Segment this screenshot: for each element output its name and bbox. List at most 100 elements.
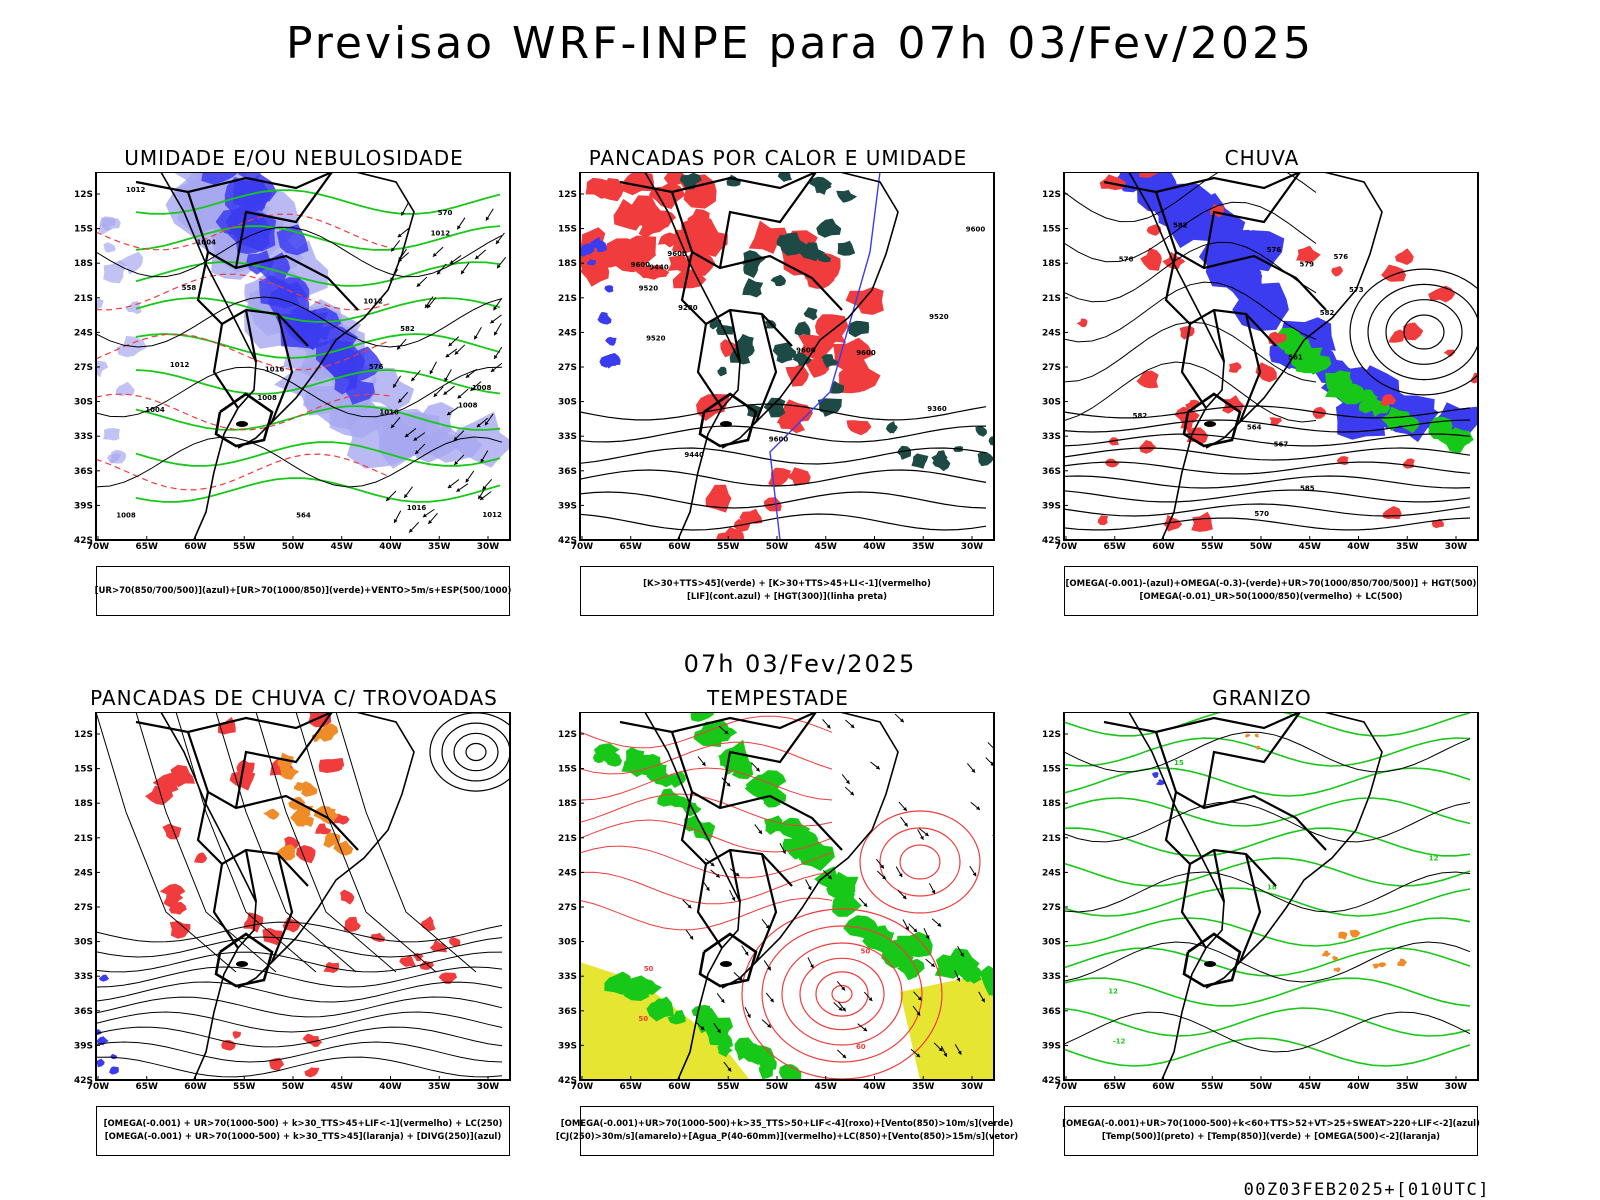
lat-tick-label: 15S [1042,765,1061,775]
omega-red [1255,362,1277,383]
wind-vector [715,873,720,878]
wind-arrow [391,424,395,429]
wind-vector [689,935,694,940]
pressure-contour [96,226,503,278]
country-border [244,309,258,363]
wind850-area [690,712,715,722]
lif-contour-fill [586,259,597,266]
caption-line-1: [OMEGA(-0.001) + UR>70(1000-500) + k>30_… [103,1119,503,1129]
jet-stream-area [900,972,994,1080]
instability-area [897,445,912,460]
wind-arrow [490,319,495,324]
instability-li-area [613,198,652,231]
wind850-area [718,750,749,775]
wind-vector [827,875,832,879]
lat-tick-label: 24S [558,328,577,338]
lat-tick-label: 42S [74,536,93,546]
lat-tick-label: 36S [558,1007,577,1017]
wind-arrow [386,497,391,501]
low-level-humidity-contour [135,441,501,467]
hgt300-contour [580,447,987,465]
streamline [96,951,503,973]
wind-vector [931,889,936,894]
wind-arrow [475,255,480,260]
thunderstorm-area [262,927,283,946]
instability-li-area [597,178,624,202]
lon-tick-label: 30W [961,1082,984,1092]
wind-arrow [443,390,448,395]
wind-arrow [493,306,498,311]
thunderstorm-area [438,972,458,984]
wind-vector [880,864,884,869]
caption-line-1: [OMEGA(-0.001)-(azul)+OMEGA(-0.3)-(verde… [1065,579,1477,589]
streamline [96,966,503,988]
wind-arrow [436,270,441,275]
wind-arrow [393,383,397,388]
hgt300-contour [580,425,987,443]
instability-li-area [601,242,629,268]
lc850-contour [580,767,833,801]
wind-vector [720,998,725,1003]
wind850-area [759,1058,777,1071]
convection-area [333,840,354,856]
thunderstorm-area [163,889,184,907]
lat-tick-label: 33S [74,432,93,442]
country-border [670,191,843,311]
streamline [96,1056,503,1078]
wind-arrow [432,252,437,257]
country-border [619,172,817,194]
streamline [1064,281,1317,343]
convection-area [263,808,280,820]
wind-arrow [457,225,461,230]
wind-arrow [470,387,475,391]
wind850-area [779,1064,802,1080]
wind-vector [731,896,736,901]
omega500-area [1255,745,1260,750]
wind-arrow [457,394,462,399]
omega-red [1179,325,1195,340]
map-chuva: 5825825825855765765795765735705675645611… [1042,172,1479,552]
caption-line-1: [UR>70(850/700/500)](azul)+[UR>70(1000/8… [94,585,512,596]
map-frame [579,172,995,541]
country-border [1212,309,1226,363]
lat-tick-label: 33S [558,972,577,982]
lat-tick-label: 18S [558,799,577,809]
contour-label: 1012 [126,186,146,194]
wind-vector [863,902,868,907]
contour-label: 564 [1247,424,1262,432]
humidity-mid-level [115,381,135,397]
wind-vector [917,996,922,1001]
map-background [96,712,510,1080]
wind-vector [807,886,812,891]
lat-tick-label: 21S [74,294,93,304]
country-border [135,172,333,194]
humidity-mid-level [449,411,510,468]
instability-area [988,436,994,446]
omega-red [1388,329,1406,343]
wind-arrow [411,377,416,382]
map-tempestade: 50 50 60 50 12S 15S 18S 21S 24S 27S 30S 33S 36S 39S 42… [558,712,995,1092]
omega-red [1331,266,1343,277]
lif-contour-fill [580,243,595,257]
country-border [270,313,294,423]
instability-area [763,397,786,418]
lon-tick-label: 55W [717,1082,740,1092]
lon-tick-label: 45W [815,1082,838,1092]
omega500-area [1378,962,1387,968]
instability-area [717,366,727,377]
country-border [754,853,778,963]
panel-caption: [OMEGA(-0.001) + UR>70(1000-500) + k>30_… [96,1106,510,1156]
wind-vector [700,1026,705,1030]
lif-contour-fill [593,240,607,253]
instability-area [816,218,842,238]
lat-tick-label: 42S [1042,536,1061,546]
convection-area [313,805,339,825]
country-border [135,712,333,734]
instability-li-area [786,467,811,486]
uruguay-border [1182,932,1242,988]
lif-contour-fill [598,311,609,320]
hail-area [1152,772,1159,778]
humidity-mid-level [109,449,127,464]
omega-red [1099,174,1126,191]
wind850-area [979,965,994,996]
